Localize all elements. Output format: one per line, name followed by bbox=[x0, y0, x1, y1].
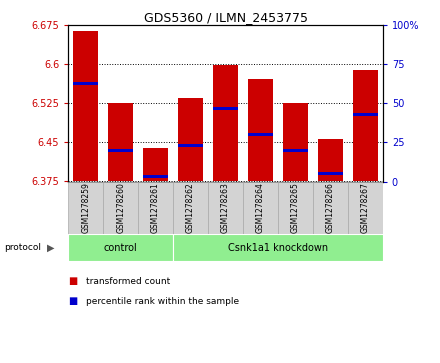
Bar bbox=[108, 103, 133, 182]
Bar bbox=[108, 149, 133, 152]
Text: GSM1278260: GSM1278260 bbox=[116, 182, 125, 233]
Text: control: control bbox=[104, 243, 138, 253]
Bar bbox=[213, 65, 238, 182]
Bar bbox=[208, 182, 243, 234]
Bar bbox=[178, 98, 203, 182]
Bar bbox=[103, 182, 138, 234]
Bar bbox=[68, 234, 173, 261]
Bar bbox=[143, 148, 168, 182]
Bar bbox=[318, 172, 343, 175]
Bar bbox=[173, 182, 208, 234]
Text: GSM1278259: GSM1278259 bbox=[81, 182, 90, 233]
Bar bbox=[143, 175, 168, 178]
Bar bbox=[348, 182, 383, 234]
Text: Csnk1a1 knockdown: Csnk1a1 knockdown bbox=[228, 243, 328, 253]
Bar bbox=[73, 30, 98, 181]
Text: protocol: protocol bbox=[4, 243, 41, 252]
Text: ■: ■ bbox=[68, 276, 77, 286]
Bar bbox=[318, 139, 343, 182]
Bar bbox=[138, 182, 173, 234]
Bar bbox=[73, 82, 98, 85]
Text: ■: ■ bbox=[68, 296, 77, 306]
Bar bbox=[313, 182, 348, 234]
Bar bbox=[353, 113, 378, 116]
Bar bbox=[243, 182, 278, 234]
Bar bbox=[353, 70, 378, 182]
Bar bbox=[283, 103, 308, 182]
Text: GSM1278265: GSM1278265 bbox=[291, 182, 300, 233]
Bar bbox=[173, 234, 383, 261]
Bar bbox=[248, 79, 273, 182]
Title: GDS5360 / ILMN_2453775: GDS5360 / ILMN_2453775 bbox=[143, 11, 308, 24]
Text: transformed count: transformed count bbox=[86, 277, 170, 286]
Text: GSM1278266: GSM1278266 bbox=[326, 182, 335, 233]
Text: percentile rank within the sample: percentile rank within the sample bbox=[86, 297, 239, 306]
Text: GSM1278267: GSM1278267 bbox=[361, 182, 370, 233]
Bar bbox=[248, 133, 273, 136]
Bar bbox=[213, 107, 238, 110]
Text: GSM1278264: GSM1278264 bbox=[256, 182, 265, 233]
Bar bbox=[68, 182, 103, 234]
Text: GSM1278261: GSM1278261 bbox=[151, 183, 160, 233]
Text: GSM1278262: GSM1278262 bbox=[186, 183, 195, 233]
Text: ▶: ▶ bbox=[47, 243, 55, 253]
Bar bbox=[283, 149, 308, 152]
Bar bbox=[178, 144, 203, 147]
Text: GSM1278263: GSM1278263 bbox=[221, 182, 230, 233]
Bar bbox=[278, 182, 313, 234]
